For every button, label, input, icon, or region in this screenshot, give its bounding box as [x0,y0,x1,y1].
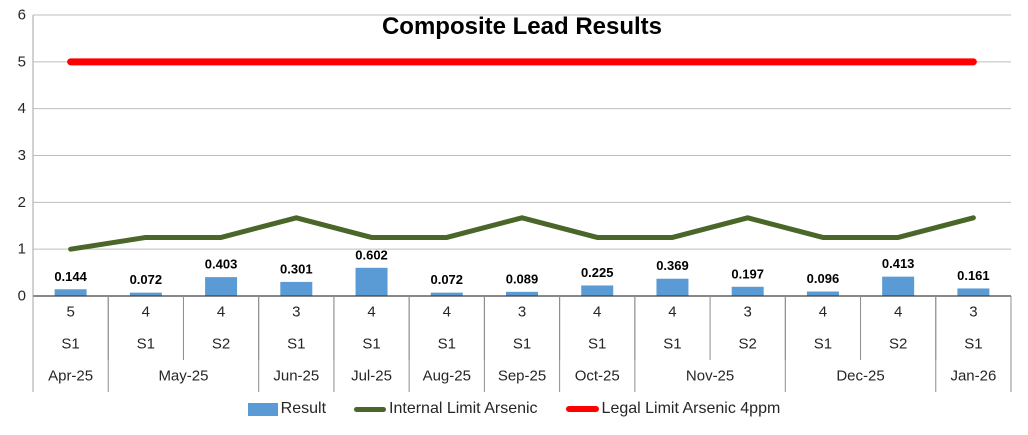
category-session-label: S1 [513,336,531,353]
bar-value-label: 0.369 [656,258,689,273]
category-count-label: 4 [593,304,601,321]
bar-value-label: 0.096 [807,271,840,286]
bar-value-label: 0.072 [430,272,463,287]
category-count-label: 3 [744,304,752,321]
bar-value-label: 0.602 [355,247,388,262]
y-axis-tick-label: 4 [18,100,26,117]
bar-value-label: 0.161 [957,268,990,283]
category-month-label: Jul-25 [351,368,392,385]
category-month-label: Oct-25 [575,368,620,385]
result-bar [430,292,463,296]
result-bar [581,285,614,296]
result-bar [506,291,538,296]
category-session-label: S1 [61,336,79,353]
result-bar [280,281,313,296]
category-session-label: S1 [137,336,155,353]
y-axis-tick-label: 0 [18,288,26,305]
result-bar [957,288,990,296]
internal-limit-line [68,215,976,252]
legend: Result Internal Limit Arsenic Legal Limi… [0,400,1028,418]
bar-value-label: 0.413 [882,256,915,271]
category-count-label: 5 [66,304,74,321]
result-bar [882,276,915,296]
category-month-label: Jan-26 [950,368,996,385]
result-bar [355,267,388,296]
category-session-label: S1 [362,336,380,353]
category-count-label: 4 [142,304,150,321]
category-count-label: 3 [969,304,977,321]
legend-swatch-internal-limit-line [354,406,387,412]
y-axis-tick-label: 6 [18,7,26,24]
legend-swatch-legal-limit-line [565,406,599,412]
legend-label-internal-limit: Internal Limit Arsenic [389,400,538,417]
category-month-label: Apr-25 [48,368,93,385]
result-bar [656,278,689,296]
category-count-label: 4 [894,304,902,321]
category-count-label: 4 [217,304,225,321]
category-session-label: S1 [814,336,832,353]
bar-value-label: 0.144 [54,269,87,284]
legend-item-legal-limit: Legal Limit Arsenic 4ppm [565,400,781,418]
bar-value-label: 0.403 [205,257,238,272]
bar-value-label: 0.225 [581,265,614,280]
category-count-label: 3 [292,304,300,321]
category-month-label: Dec-25 [836,368,884,385]
legend-swatch-result-bar [247,402,278,416]
legend-label-result: Result [280,400,327,417]
category-session-label: S1 [663,336,681,353]
result-bar [129,292,162,296]
category-session-label: S1 [438,336,456,353]
category-session-label: S1 [287,336,305,353]
category-session-label: S2 [212,336,230,353]
category-session-label: S2 [889,336,907,353]
category-count-label: 4 [367,304,375,321]
bar-value-label: 0.197 [731,266,764,281]
bar-value-label: 0.089 [506,271,539,286]
category-month-label: Sep-25 [498,368,546,385]
y-axis-tick-label: 3 [18,147,26,164]
result-bar [205,277,238,296]
bar-value-label: 0.072 [130,272,163,287]
category-month-label: Jun-25 [273,368,319,385]
chart-title: Composite Lead Results [381,13,663,40]
category-count-label: 4 [668,304,676,321]
y-axis-tick-label: 5 [18,53,26,70]
category-session-label: S1 [588,336,606,353]
category-session-label: S2 [739,336,757,353]
legend-label-legal-limit: Legal Limit Arsenic 4ppm [601,400,781,417]
category-month-label: May-25 [158,368,208,385]
category-session-label: S1 [964,336,982,353]
y-axis-tick-label: 1 [18,241,26,258]
result-bar [54,289,87,296]
result-bar [806,291,839,296]
result-bar [731,286,764,296]
category-count-label: 3 [518,304,526,321]
category-month-label: Aug-25 [423,368,471,385]
category-count-label: 4 [819,304,827,321]
category-count-label: 4 [443,304,451,321]
category-month-label: Nov-25 [686,368,734,385]
y-axis-tick-label: 2 [18,194,26,211]
legend-item-result: Result [247,400,327,418]
legend-item-internal-limit: Internal Limit Arsenic [354,400,538,418]
bar-value-label: 0.301 [280,261,313,276]
